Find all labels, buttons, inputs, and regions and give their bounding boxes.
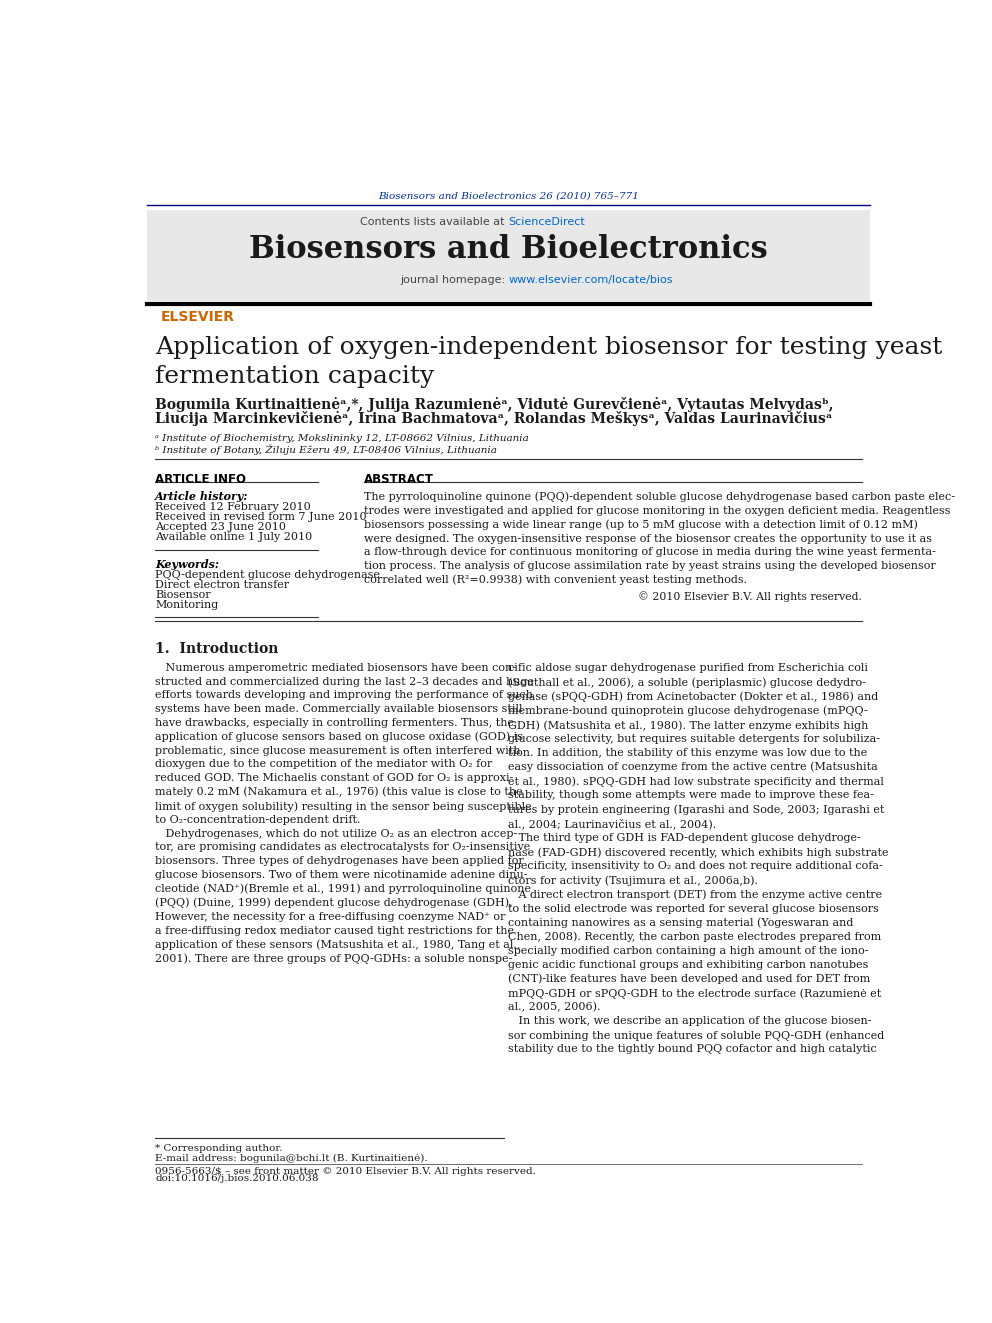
Text: Received in revised form 7 June 2010: Received in revised form 7 June 2010 <box>155 512 367 523</box>
Text: Biosensors and Bioelectronics: Biosensors and Bioelectronics <box>249 234 768 265</box>
Text: The pyrroloquinoline quinone (PQQ)-dependent soluble glucose dehydrogenase based: The pyrroloquinoline quinone (PQQ)-depen… <box>364 491 955 585</box>
Text: ARTICLE INFO: ARTICLE INFO <box>155 472 246 486</box>
Text: Biosensor: Biosensor <box>155 590 210 599</box>
Text: Accepted 23 June 2010: Accepted 23 June 2010 <box>155 523 286 532</box>
Text: Keywords:: Keywords: <box>155 560 219 570</box>
Text: Contents lists available at: Contents lists available at <box>360 217 509 228</box>
Text: 1.  Introduction: 1. Introduction <box>155 643 279 656</box>
Text: Application of oxygen-independent biosensor for testing yeast
fermentation capac: Application of oxygen-independent biosen… <box>155 336 942 388</box>
Text: Article history:: Article history: <box>155 491 249 503</box>
Text: www.elsevier.com/locate/bios: www.elsevier.com/locate/bios <box>509 275 673 286</box>
Text: E-mail address: bogunila@bchi.lt (B. Kurtinaitienė).: E-mail address: bogunila@bchi.lt (B. Kur… <box>155 1154 428 1163</box>
Text: * Corresponding author.: * Corresponding author. <box>155 1144 283 1154</box>
Text: Biosensors and Bioelectronics 26 (2010) 765–771: Biosensors and Bioelectronics 26 (2010) … <box>378 192 639 200</box>
Text: ScienceDirect: ScienceDirect <box>509 217 585 228</box>
Text: 0956-5663/$ – see front matter © 2010 Elsevier B.V. All rights reserved.: 0956-5663/$ – see front matter © 2010 El… <box>155 1167 536 1176</box>
Text: ELSEVIER: ELSEVIER <box>161 310 235 324</box>
Text: Direct electron transfer: Direct electron transfer <box>155 579 289 590</box>
Text: Received 12 February 2010: Received 12 February 2010 <box>155 503 310 512</box>
Text: Monitoring: Monitoring <box>155 599 218 610</box>
Text: cific aldose sugar dehydrogenase purified from Escherichia coli
(Southall et al.: cific aldose sugar dehydrogenase purifie… <box>509 663 889 1054</box>
Text: Numerous amperometric mediated biosensors have been con-
structed and commercial: Numerous amperometric mediated biosensor… <box>155 663 534 964</box>
Text: Available online 1 July 2010: Available online 1 July 2010 <box>155 532 312 542</box>
Text: ABSTRACT: ABSTRACT <box>364 472 434 486</box>
Text: Liucija Marcinkevičienėᵃ, Irina Bachmatovaᵃ, Rolandas Meškysᵃ, Valdas Laurinavič: Liucija Marcinkevičienėᵃ, Irina Bachmato… <box>155 411 832 426</box>
Text: ᵇ Institute of Botany, Žiluju Ežeru 49, LT-08406 Vilnius, Lithuania: ᵇ Institute of Botany, Žiluju Ežeru 49, … <box>155 445 497 455</box>
Text: ᵃ Institute of Biochemistry, Mokslininky 12, LT-08662 Vilnius, Lithuania: ᵃ Institute of Biochemistry, Mokslininky… <box>155 434 529 443</box>
Text: journal homepage:: journal homepage: <box>400 275 509 286</box>
Text: PQQ-dependent glucose dehydrogenase: PQQ-dependent glucose dehydrogenase <box>155 570 380 579</box>
Text: © 2010 Elsevier B.V. All rights reserved.: © 2010 Elsevier B.V. All rights reserved… <box>638 591 862 602</box>
FancyBboxPatch shape <box>147 210 870 302</box>
Text: Bogumila Kurtinaitienėᵃ,*, Julija Razumienėᵃ, Vidutė Gurevčienėᵃ, Vytautas Melvy: Bogumila Kurtinaitienėᵃ,*, Julija Razumi… <box>155 397 833 413</box>
Text: doi:10.1016/j.bios.2010.06.038: doi:10.1016/j.bios.2010.06.038 <box>155 1174 318 1183</box>
